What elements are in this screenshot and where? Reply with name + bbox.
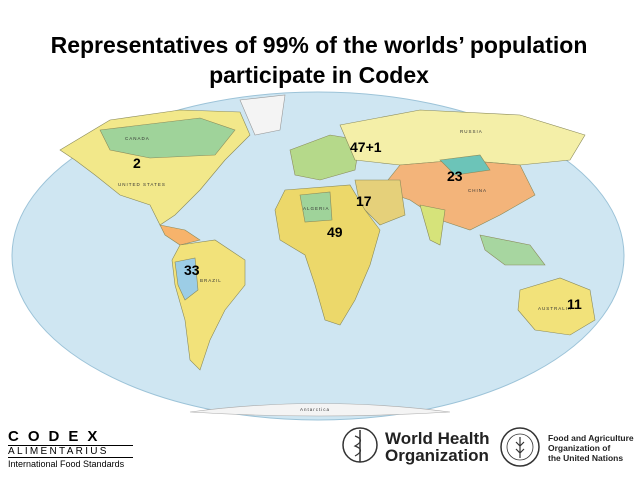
- map-label: BRAZIL: [200, 278, 222, 283]
- russia: [339, 109, 586, 166]
- who-line: World Health: [385, 429, 490, 448]
- codex-logo: CODEX ALIMENTARIUS International Food St…: [8, 428, 133, 471]
- peru: [174, 257, 199, 301]
- algeria: [299, 191, 333, 223]
- alimentarius-wordmark: ALIMENTARIUS: [8, 445, 133, 458]
- mongolia: [439, 154, 491, 176]
- map-label: CHINA: [468, 188, 487, 193]
- codex-wordmark: CODEX: [8, 428, 107, 445]
- map-label: AUSTRALIA: [538, 306, 572, 311]
- region-count: 17: [356, 193, 372, 209]
- fao-line: Organization of: [548, 443, 611, 453]
- map-label: ALGERIA: [303, 206, 330, 211]
- map-label: CANADA: [125, 136, 150, 141]
- antarctica: [189, 403, 451, 417]
- map-label: RUSSIA: [460, 129, 483, 134]
- southeast-asia: [479, 234, 546, 266]
- africa: [274, 184, 381, 326]
- map-label: Antarctica: [300, 407, 330, 412]
- fao-emblem: [500, 427, 540, 467]
- region-count: 23: [447, 168, 463, 184]
- who-line: Organization: [385, 446, 489, 465]
- fao-line: Food and Agriculture: [548, 433, 634, 443]
- region-count: 47+1: [350, 139, 382, 155]
- region-count: 33: [184, 262, 200, 278]
- australia: [517, 277, 596, 336]
- region-count: 2: [133, 155, 141, 171]
- fao-name: Food and Agriculture Organization of the…: [548, 433, 634, 463]
- region-count: 49: [327, 224, 343, 240]
- who-name: World Health Organization: [385, 430, 490, 464]
- canada: [99, 117, 236, 159]
- map-label: UNITED STATES: [118, 182, 166, 187]
- who-emblem: [342, 427, 378, 463]
- slide-title: Representatives of 99% of the worlds’ po…: [50, 32, 588, 88]
- central-america: [159, 224, 201, 246]
- codex-tagline: International Food Standards: [8, 459, 125, 469]
- fao-line: the United Nations: [548, 453, 624, 463]
- europe: [289, 134, 361, 181]
- india: [419, 204, 446, 246]
- greenland: [239, 94, 286, 136]
- region-count: 11: [567, 296, 582, 312]
